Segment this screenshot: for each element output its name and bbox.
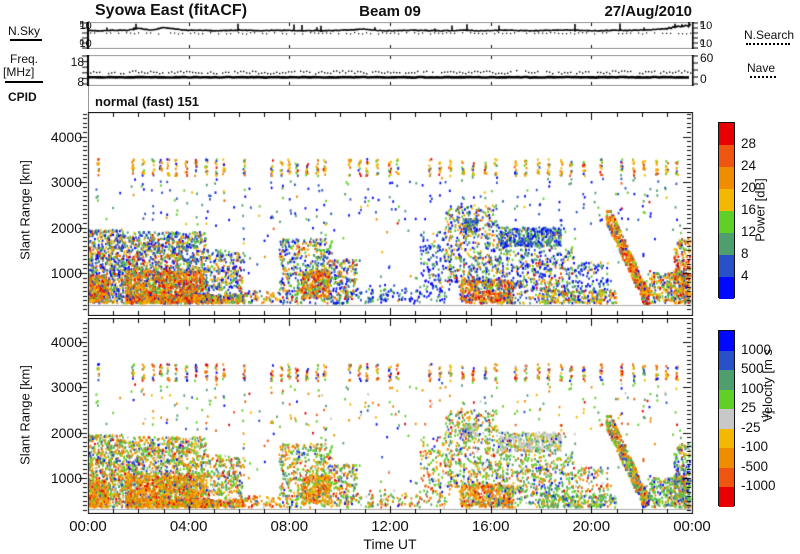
nsky-solid-line-sample [10,39,42,41]
velocity-range-tick-label: 3000 [50,379,82,395]
velocity-range-tick-label: 2000 [50,424,82,441]
x-tick-label: 08:00 [270,518,309,535]
power-range-tick-label: 2000 [50,219,82,236]
velocity-colorbar-boundary-label: 100 [741,380,764,396]
velocity-colorbar-segment [719,370,734,390]
freq-ytick-top-left: 18 [4,55,84,69]
velocity-colorbar-segment [719,428,734,449]
velocity-colorbar [718,330,735,507]
date-label: 27/Aug/2010 [604,3,692,20]
velocity-colorbar-segment [719,350,734,371]
noise-panel-label: N.Sky [8,24,41,38]
power-colorbar-boundary-label: 28 [741,136,757,151]
x-tick-label: 04:00 [169,518,208,535]
velocity-colorbar-boundary-label: 500 [741,361,764,377]
velocity-colorbar-boundary-label: 25 [741,400,757,416]
noise-panel-plot [78,22,698,49]
power-colorbar-boundary-label: 12 [741,224,757,239]
power-colorbar-boundary-label: 20 [741,180,757,195]
power-colorbar-boundary-label: 16 [741,202,757,217]
power-colorbar-segment [719,233,734,255]
power-colorbar-segment [719,255,734,277]
power-colorbar-boundary-label: 24 [741,158,757,173]
x-tick-label: 00:00 [69,518,107,535]
velocity-colorbar-boundary-label: -100 [741,439,769,455]
noise-ytick-bottom-right: 10 0 [700,38,713,50]
power-range-tick-label: 3000 [50,174,82,190]
velocity-colorbar-segment [719,331,734,351]
power-colorbar-boundary-label: 4 [741,268,749,283]
freq-ytick-bottom-left: 8 [4,75,84,89]
velocity-colorbar-boundary-label: 1000 [741,341,772,357]
nave-ytick-bottom-right: 0 [700,72,707,86]
freq-panel-label-line1: Freq. [10,52,39,66]
power-panel-plot [78,112,698,316]
x-tick-label: 16:00 [471,518,510,535]
velocity-range-tick-label: 1000 [50,470,82,486]
velocity-colorbar-boundary-label: -500 [741,458,769,474]
nave-label: Nave [747,61,776,75]
freq-panel-label-line2: [MHz] [3,65,35,79]
noise-ytick-top-right: 10 5 [700,20,713,32]
power-colorbar [718,122,735,299]
velocity-colorbar-segment [719,389,734,410]
velocity-colorbar-segment [719,448,734,468]
freq-solid-line-sample [5,81,43,83]
power-colorbar-segment [719,189,734,211]
velocity-colorbar-boundary-label: -25 [741,419,761,435]
nsearch-label: N.Search [744,28,795,42]
velocity-colorbar-segment [719,487,734,507]
power-colorbar-segment [719,145,734,167]
velocity-colorbar-boundary-label: -1000 [741,478,776,494]
velocity-colorbar-segment [719,467,734,488]
power-colorbar-segment [719,211,734,233]
nsearch-dotted-line-sample [746,43,790,45]
power-range-tick-label: 1000 [50,265,82,281]
xaxis-title: Time UT [363,536,417,552]
x-tick-label: 12:00 [371,518,409,535]
cpid-label: CPID [8,90,37,104]
nave-ytick-top-right: 60 [700,51,714,65]
nave-dotted-line-sample [750,76,776,78]
power-colorbar-segment [719,123,734,145]
beam-label: Beam 09 [359,3,421,20]
x-tick-label: 20:00 [572,518,611,535]
cpid-value: normal (fast) 151 [95,94,200,109]
noise-ytick-top-left: 105 [4,20,92,35]
noise-ytick-bottom-left: 100 [4,38,92,53]
power-colorbar-segment [719,277,734,299]
power-colorbar-boundary-label: 8 [741,246,749,261]
freq-panel-plot [78,55,698,86]
velocity-range-tick-label: 4000 [50,333,82,350]
velocity-colorbar-title: Velocity [m s -1] [759,349,775,423]
cpid-left-separator [88,85,89,112]
velocity-colorbar-segment [719,409,734,429]
x-tick-label: 00:00 [673,518,711,535]
power-colorbar-segment [719,167,734,189]
page-title: Syowa East (fitACF) [95,2,248,19]
power-range-tick-label: 4000 [50,128,82,145]
velocity-panel-plot [78,318,698,514]
